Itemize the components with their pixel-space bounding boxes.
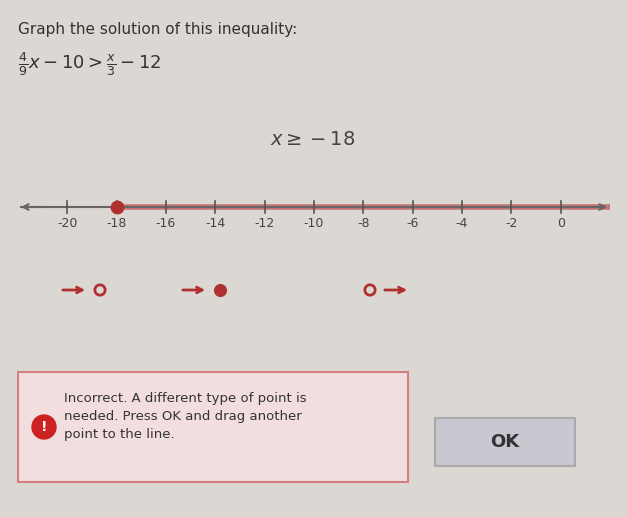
Text: !: ! <box>41 420 47 434</box>
Text: -16: -16 <box>156 217 176 230</box>
Text: -10: -10 <box>304 217 324 230</box>
Point <box>215 286 225 294</box>
Text: Graph the solution of this inequality:: Graph the solution of this inequality: <box>18 22 297 37</box>
Text: OK: OK <box>490 433 520 451</box>
Text: $\frac{4}{9}x-10>\frac{x}{3}-12$: $\frac{4}{9}x-10>\frac{x}{3}-12$ <box>18 50 162 78</box>
Text: 0: 0 <box>557 217 565 230</box>
Point <box>365 286 375 294</box>
Text: $x\geq-18$: $x\geq-18$ <box>270 130 356 149</box>
Point <box>112 203 122 211</box>
FancyBboxPatch shape <box>18 372 408 482</box>
Text: -4: -4 <box>456 217 468 230</box>
Circle shape <box>32 415 56 439</box>
Point <box>95 286 105 294</box>
Text: Incorrect. A different type of point is
needed. Press OK and drag another
point : Incorrect. A different type of point is … <box>64 392 307 441</box>
Text: -14: -14 <box>205 217 226 230</box>
Text: -6: -6 <box>406 217 419 230</box>
Text: -12: -12 <box>255 217 275 230</box>
Text: -2: -2 <box>505 217 517 230</box>
Text: -8: -8 <box>357 217 369 230</box>
FancyBboxPatch shape <box>435 418 575 466</box>
Text: -20: -20 <box>57 217 78 230</box>
Text: -18: -18 <box>107 217 127 230</box>
